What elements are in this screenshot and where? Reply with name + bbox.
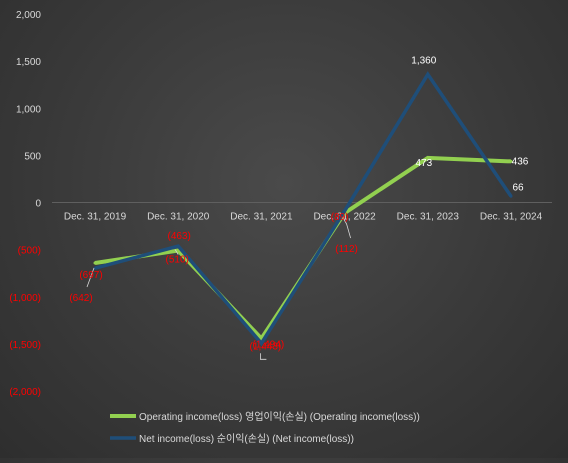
net-income-point bbox=[259, 341, 263, 345]
x-tick-label: Dec. 31, 2024 bbox=[480, 212, 543, 223]
legend: Operating income(loss) 영업이익(손실) (Operati… bbox=[110, 410, 420, 445]
x-tick-label: Dec. 31, 2022 bbox=[313, 212, 376, 223]
net-income-point bbox=[509, 194, 513, 198]
operating-income-data-label: (1,443) bbox=[250, 342, 282, 353]
y-tick-label: 1,500 bbox=[16, 57, 41, 68]
y-tick-label: 0 bbox=[35, 199, 41, 210]
y-axis: 2,000 1,500 1,000 500 0 (500) (1,000) (1,500) (2… bbox=[9, 10, 41, 398]
x-tick-label: Dec. 31, 2023 bbox=[397, 212, 460, 223]
label-leader-line bbox=[342, 216, 351, 239]
label-leader-lines bbox=[86, 216, 351, 360]
net-income-point bbox=[343, 209, 347, 213]
net-income-point bbox=[93, 266, 97, 270]
x-axis: Dec. 31, 2019 Dec. 31, 2020 Dec. 31, 2021 D… bbox=[52, 202, 552, 223]
label-leader-line bbox=[86, 267, 95, 288]
net-income-data-label: 1,360 bbox=[411, 55, 436, 66]
net-income-data-label: (89) bbox=[331, 212, 349, 223]
operating-income-point bbox=[509, 159, 513, 163]
net-income-point bbox=[176, 244, 180, 248]
y-tick-label: (500) bbox=[18, 246, 41, 257]
y-tick-label: 2,000 bbox=[16, 10, 41, 21]
operating-income-data-label: (112) bbox=[335, 244, 358, 255]
operating-income-data-label: 473 bbox=[415, 158, 432, 169]
label-leader-line bbox=[259, 353, 267, 360]
operating-income-point bbox=[176, 249, 180, 253]
net-income-legend-label: Net income(loss) 순이익(손실) (Net income(los… bbox=[139, 433, 354, 445]
operating-income-data-label: (642) bbox=[69, 293, 92, 304]
net-income-data-label: (697) bbox=[79, 270, 102, 281]
net-income-data-label: 66 bbox=[512, 182, 524, 193]
data-labels: (642) (510) (1,443) (112) 473 436 (697) (463) (1… bbox=[69, 55, 528, 352]
operating-income-data-label: 436 bbox=[512, 156, 529, 167]
net-income-data-label: (1,494) bbox=[253, 339, 285, 350]
x-tick-label: Dec. 31, 2021 bbox=[230, 212, 293, 223]
net-income-data-label: (463) bbox=[168, 231, 191, 242]
operating-income-line bbox=[94, 155, 512, 342]
operating-income-point bbox=[93, 261, 97, 265]
x-tick-label: Dec. 31, 2019 bbox=[64, 212, 127, 223]
operating-income-point bbox=[426, 156, 430, 160]
net-income-line bbox=[94, 71, 513, 347]
y-tick-label: (1,000) bbox=[9, 293, 41, 304]
net-income-point bbox=[426, 72, 430, 76]
operating-income-data-label: (510) bbox=[166, 255, 189, 266]
series-lines bbox=[93, 71, 513, 347]
operating-income-legend-label: Operating income(loss) 영업이익(손실) (Operati… bbox=[139, 410, 420, 423]
y-tick-label: 1,000 bbox=[16, 104, 41, 115]
y-tick-label: (1,500) bbox=[9, 340, 41, 351]
y-tick-label: 500 bbox=[24, 151, 41, 162]
x-tick-label: Dec. 31, 2020 bbox=[147, 212, 210, 223]
y-tick-label: (2,000) bbox=[9, 387, 41, 398]
label-leader-line bbox=[174, 249, 179, 255]
